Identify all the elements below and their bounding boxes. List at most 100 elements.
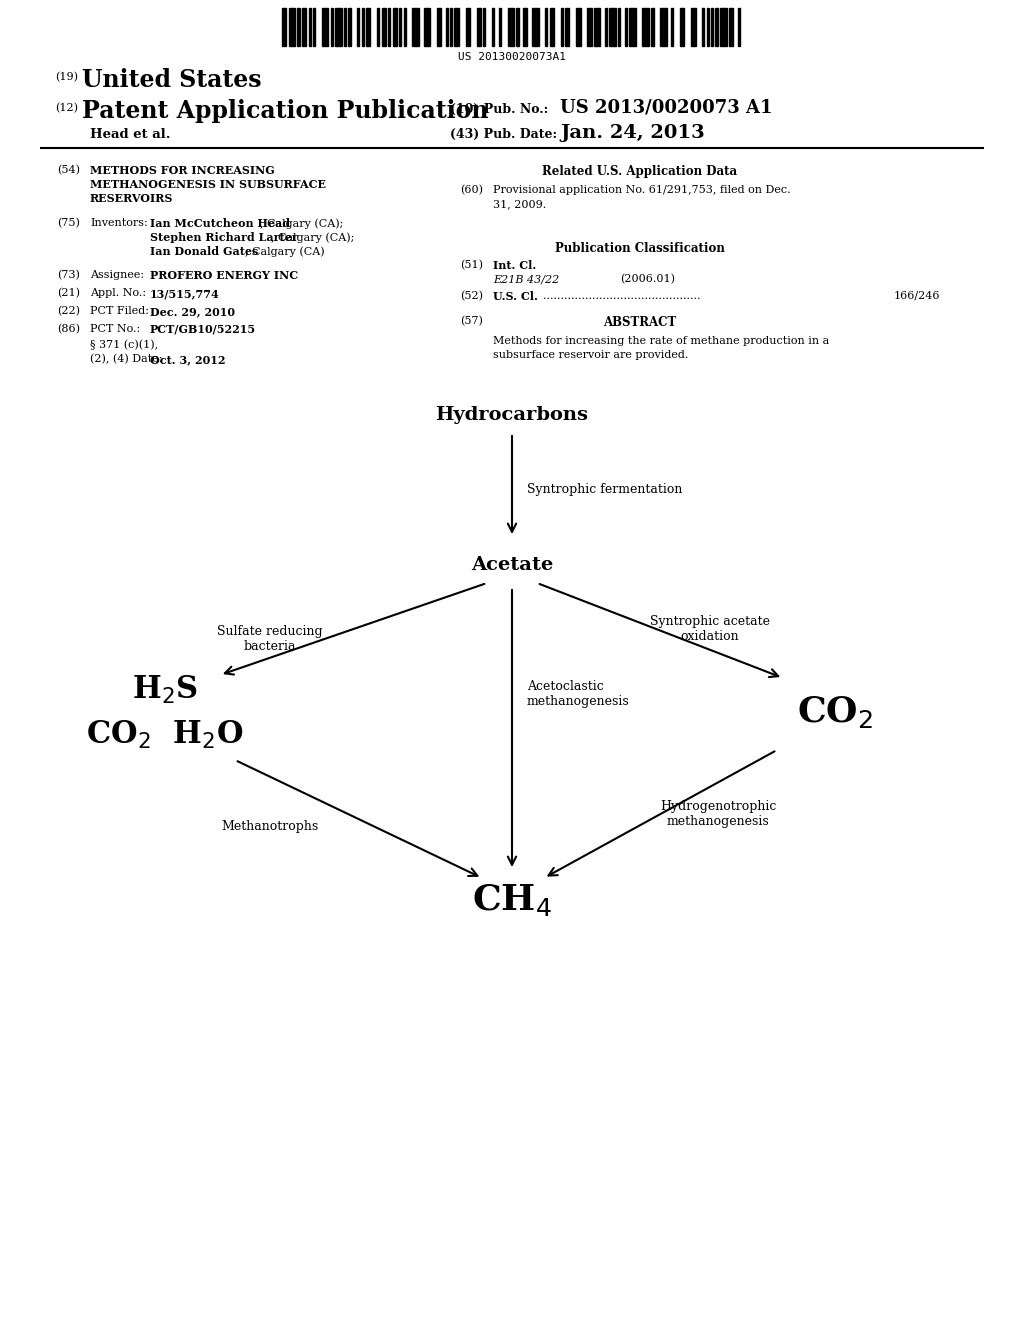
Bar bbox=[691, 8, 695, 46]
Bar bbox=[399, 8, 401, 46]
Bar bbox=[587, 8, 592, 46]
Bar bbox=[437, 8, 441, 46]
Text: Ian Donald Gates: Ian Donald Gates bbox=[150, 246, 258, 257]
Bar bbox=[388, 8, 390, 46]
Text: § 371 (c)(1),: § 371 (c)(1), bbox=[90, 341, 158, 350]
Bar bbox=[302, 8, 306, 46]
Text: PCT Filed:: PCT Filed: bbox=[90, 306, 150, 315]
Bar bbox=[561, 8, 563, 46]
Text: ABSTRACT: ABSTRACT bbox=[603, 315, 677, 329]
Bar bbox=[377, 8, 379, 46]
Text: (2006.01): (2006.01) bbox=[620, 275, 675, 284]
Text: Ian McCutcheon Head: Ian McCutcheon Head bbox=[150, 218, 290, 228]
Bar bbox=[476, 8, 481, 46]
Text: Syntrophic acetate
oxidation: Syntrophic acetate oxidation bbox=[650, 615, 770, 643]
Text: Publication Classification: Publication Classification bbox=[555, 242, 725, 255]
Text: PCT No.:: PCT No.: bbox=[90, 323, 140, 334]
Bar bbox=[331, 8, 333, 46]
Text: 31, 2009.: 31, 2009. bbox=[493, 199, 546, 209]
Bar bbox=[707, 8, 709, 46]
Text: Int. Cl.: Int. Cl. bbox=[493, 260, 537, 271]
Text: Related U.S. Application Data: Related U.S. Application Data bbox=[543, 165, 737, 178]
Text: Appl. No.:: Appl. No.: bbox=[90, 288, 146, 298]
Text: CO$_2$  H$_2$O: CO$_2$ H$_2$O bbox=[86, 719, 244, 751]
Bar bbox=[660, 8, 667, 46]
Bar bbox=[361, 8, 364, 46]
Bar bbox=[729, 8, 733, 46]
Bar bbox=[629, 8, 636, 46]
Text: subsurface reservoir are provided.: subsurface reservoir are provided. bbox=[493, 350, 688, 360]
Bar bbox=[618, 8, 621, 46]
Bar bbox=[565, 8, 569, 46]
Bar bbox=[523, 8, 527, 46]
Bar bbox=[298, 8, 300, 46]
Text: Provisional application No. 61/291,753, filed on Dec.: Provisional application No. 61/291,753, … bbox=[493, 185, 791, 195]
Text: CO$_2$: CO$_2$ bbox=[797, 694, 873, 730]
Text: Methods for increasing the rate of methane production in a: Methods for increasing the rate of metha… bbox=[493, 337, 829, 346]
Bar bbox=[516, 8, 518, 46]
Bar bbox=[344, 8, 346, 46]
Text: Patent Application Publication: Patent Application Publication bbox=[82, 99, 488, 123]
Bar bbox=[642, 8, 649, 46]
Text: Stephen Richard Larter: Stephen Richard Larter bbox=[150, 232, 298, 243]
Text: 13/515,774: 13/515,774 bbox=[150, 288, 220, 300]
Text: (19): (19) bbox=[55, 73, 78, 82]
Text: (54): (54) bbox=[57, 165, 80, 176]
Text: (2), (4) Date:: (2), (4) Date: bbox=[90, 354, 163, 364]
Bar bbox=[545, 8, 548, 46]
Text: United States: United States bbox=[82, 69, 261, 92]
Text: PROFERO ENERGY INC: PROFERO ENERGY INC bbox=[150, 271, 298, 281]
Text: METHODS FOR INCREASING: METHODS FOR INCREASING bbox=[90, 165, 274, 176]
Bar bbox=[445, 8, 447, 46]
Text: Oct. 3, 2012: Oct. 3, 2012 bbox=[150, 354, 225, 366]
Text: Inventors:: Inventors: bbox=[90, 218, 147, 228]
Bar bbox=[671, 8, 674, 46]
Text: H$_2$S: H$_2$S bbox=[132, 675, 198, 706]
Text: Head et al.: Head et al. bbox=[90, 128, 171, 141]
Bar bbox=[308, 8, 310, 46]
Bar bbox=[424, 8, 430, 46]
Bar bbox=[282, 8, 287, 46]
Bar bbox=[322, 8, 329, 46]
Bar bbox=[403, 8, 406, 46]
Bar bbox=[392, 8, 397, 46]
Bar bbox=[335, 8, 342, 46]
Text: Syntrophic fermentation: Syntrophic fermentation bbox=[527, 483, 682, 496]
Bar bbox=[711, 8, 714, 46]
Text: (52): (52) bbox=[460, 290, 483, 301]
Text: , Calgary (CA): , Calgary (CA) bbox=[245, 246, 325, 256]
Text: Assignee:: Assignee: bbox=[90, 271, 144, 280]
Bar bbox=[531, 8, 539, 46]
Text: PCT/GB10/52215: PCT/GB10/52215 bbox=[150, 323, 256, 335]
Bar bbox=[357, 8, 359, 46]
Text: 166/246: 166/246 bbox=[894, 290, 940, 301]
Bar bbox=[716, 8, 718, 46]
Bar bbox=[550, 8, 554, 46]
Text: Jan. 24, 2013: Jan. 24, 2013 bbox=[560, 124, 705, 143]
Text: .............................................: ........................................… bbox=[543, 290, 700, 301]
Text: (12): (12) bbox=[55, 103, 78, 114]
Text: (10) Pub. No.:: (10) Pub. No.: bbox=[450, 103, 548, 116]
Bar bbox=[382, 8, 386, 46]
Text: (43) Pub. Date:: (43) Pub. Date: bbox=[450, 128, 557, 141]
Bar bbox=[594, 8, 600, 46]
Text: , Calgary (CA);: , Calgary (CA); bbox=[271, 232, 354, 243]
Bar bbox=[455, 8, 459, 46]
Text: CH$_4$: CH$_4$ bbox=[472, 882, 552, 917]
Bar bbox=[366, 8, 371, 46]
Bar bbox=[289, 8, 295, 46]
Text: Hydrogenotrophic
methanogenesis: Hydrogenotrophic methanogenesis bbox=[659, 800, 776, 828]
Text: Sulfate reducing
bacteria: Sulfate reducing bacteria bbox=[217, 624, 323, 653]
Bar bbox=[720, 8, 726, 46]
Bar bbox=[605, 8, 607, 46]
Text: E21B 43/22: E21B 43/22 bbox=[493, 275, 559, 284]
Bar bbox=[483, 8, 485, 46]
Bar bbox=[499, 8, 501, 46]
Text: METHANOGENESIS IN SUBSURFACE: METHANOGENESIS IN SUBSURFACE bbox=[90, 180, 326, 190]
Bar bbox=[577, 8, 581, 46]
Bar bbox=[680, 8, 684, 46]
Text: (22): (22) bbox=[57, 306, 80, 317]
Text: US 2013/0020073 A1: US 2013/0020073 A1 bbox=[560, 99, 772, 117]
Text: (86): (86) bbox=[57, 323, 80, 334]
Text: (21): (21) bbox=[57, 288, 80, 298]
